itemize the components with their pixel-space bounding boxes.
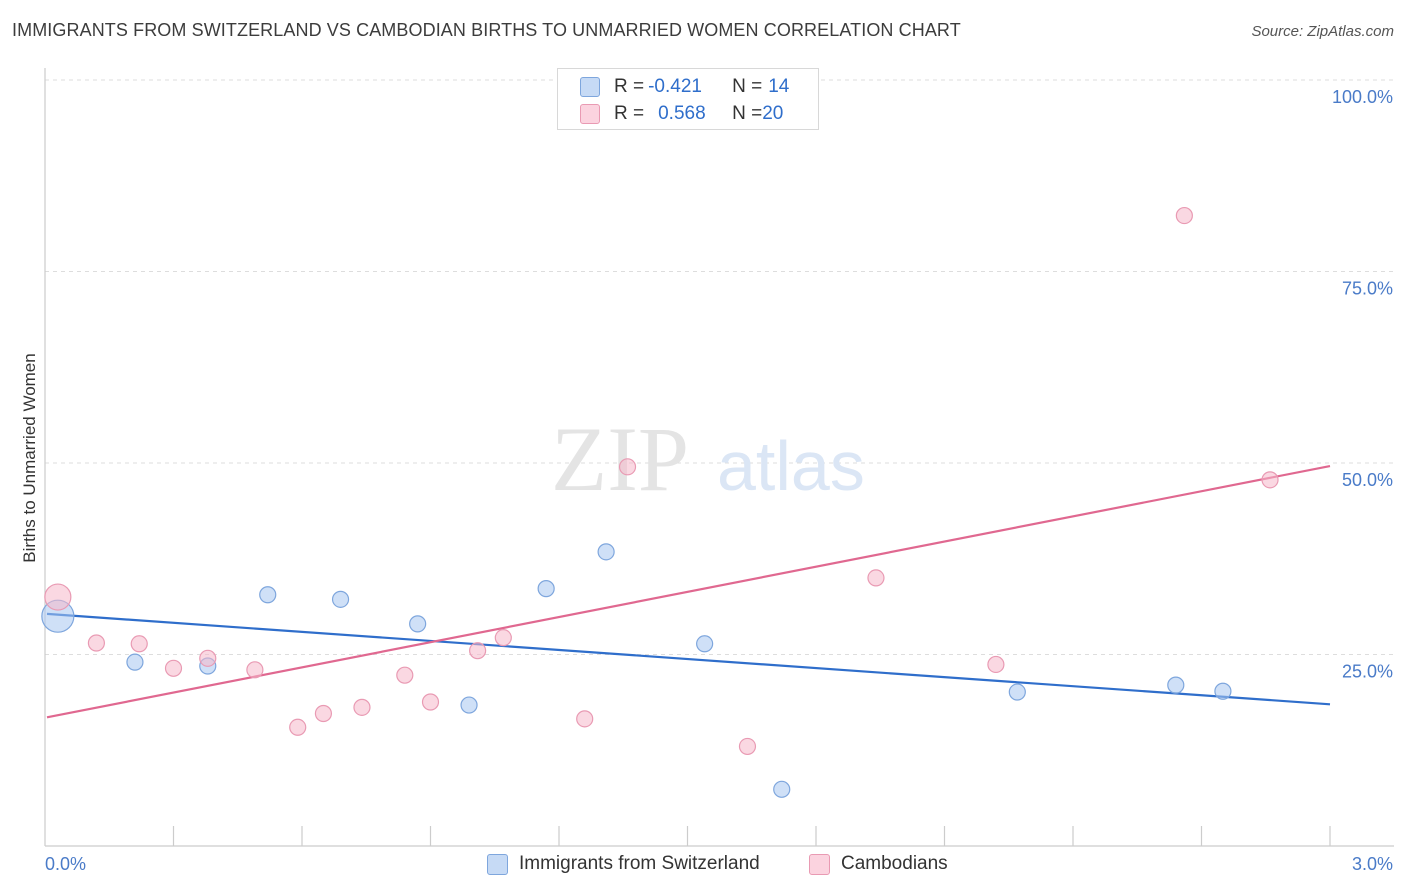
legend-r-label: R = [614,103,645,124]
bottom-legend-swatch-switzerland [487,853,508,875]
bottom-legend-label-switzerland: Immigrants from Switzerland [519,853,760,874]
axes [44,68,1394,847]
gridlines [45,79,1394,655]
data-point [460,696,478,714]
legend-n-label: N = [732,76,763,97]
data-point [1175,206,1193,225]
y-tick-label: 50.0% [1342,470,1393,490]
data-point [259,586,277,604]
data-point [199,649,217,667]
legend-r-value: 0.568 [658,103,706,124]
bottom-legend-swatch-cambodians [809,853,830,875]
legend-n-value: 14 [768,76,790,97]
data-point [126,653,144,671]
chart-title: IMMIGRANTS FROM SWITZERLAND VS CAMBODIAN… [12,20,961,40]
data-point [1167,676,1185,694]
legend-r-value: -0.421 [648,76,702,97]
y-tick-labels: 25.0% 50.0% 75.0% 100.0% [1332,87,1393,682]
data-point [987,655,1005,674]
data-point [597,543,615,561]
data-point [696,635,714,653]
bottom-legend-switzerland: Immigrants from Switzerland [487,850,760,878]
x-tick-label: 0.0% [45,854,86,874]
data-point [494,629,512,647]
data-point [421,693,440,711]
x-tick-label: 3.0% [1352,854,1393,874]
data-point [773,780,791,798]
legend-swatch-cambodians [580,104,600,124]
y-tick-label: 100.0% [1332,87,1393,107]
watermark: ZIP atlas [551,408,865,510]
legend-r-label: R = [614,76,645,97]
data-point [469,642,487,660]
data-point [1261,471,1279,489]
y-tick-label: 25.0% [1342,662,1393,682]
data-point [738,737,757,756]
bottom-legend-cambodians: Cambodians [809,850,948,878]
legend-swatch-switzerland [580,77,600,97]
data-point [576,710,594,728]
data-point [1214,682,1232,700]
data-point [87,634,106,652]
data-point [289,718,307,736]
watermark-zip: ZIP [551,408,689,510]
correlation-legend: R = -0.421 N = 14 R = 0.568 N = 20 [557,68,819,130]
data-point [130,635,148,653]
data-point [314,704,333,723]
data-point [409,615,427,633]
data-point [44,583,72,611]
x-tick-labels: 0.0% 3.0% [45,854,1393,874]
data-point [331,590,350,608]
data-point [246,661,264,679]
y-tick-label: 75.0% [1342,279,1393,299]
data-point [618,458,637,476]
legend-row-cambodians: R = 0.568 N = 20 [580,101,783,127]
bottom-legend-label-cambodians: Cambodians [841,853,948,874]
data-point [867,569,885,587]
data-point [537,580,555,598]
watermark-atlas: atlas [717,427,865,505]
data-point [396,666,414,684]
data-point [1008,683,1026,701]
data-point [353,698,371,716]
source-credit: Source: ZipAtlas.com [1251,23,1394,40]
data-points [41,206,1279,798]
x-minor-ticks [172,826,1331,846]
legend-row-switzerland: R = -0.421 N = 14 [580,74,789,100]
trend-line [46,612,1331,706]
legend-n-value: 20 [762,103,784,124]
y-axis-label: Births to Unmarried Women [20,353,39,562]
legend-n-label: N = [732,103,763,124]
data-point [164,659,183,677]
